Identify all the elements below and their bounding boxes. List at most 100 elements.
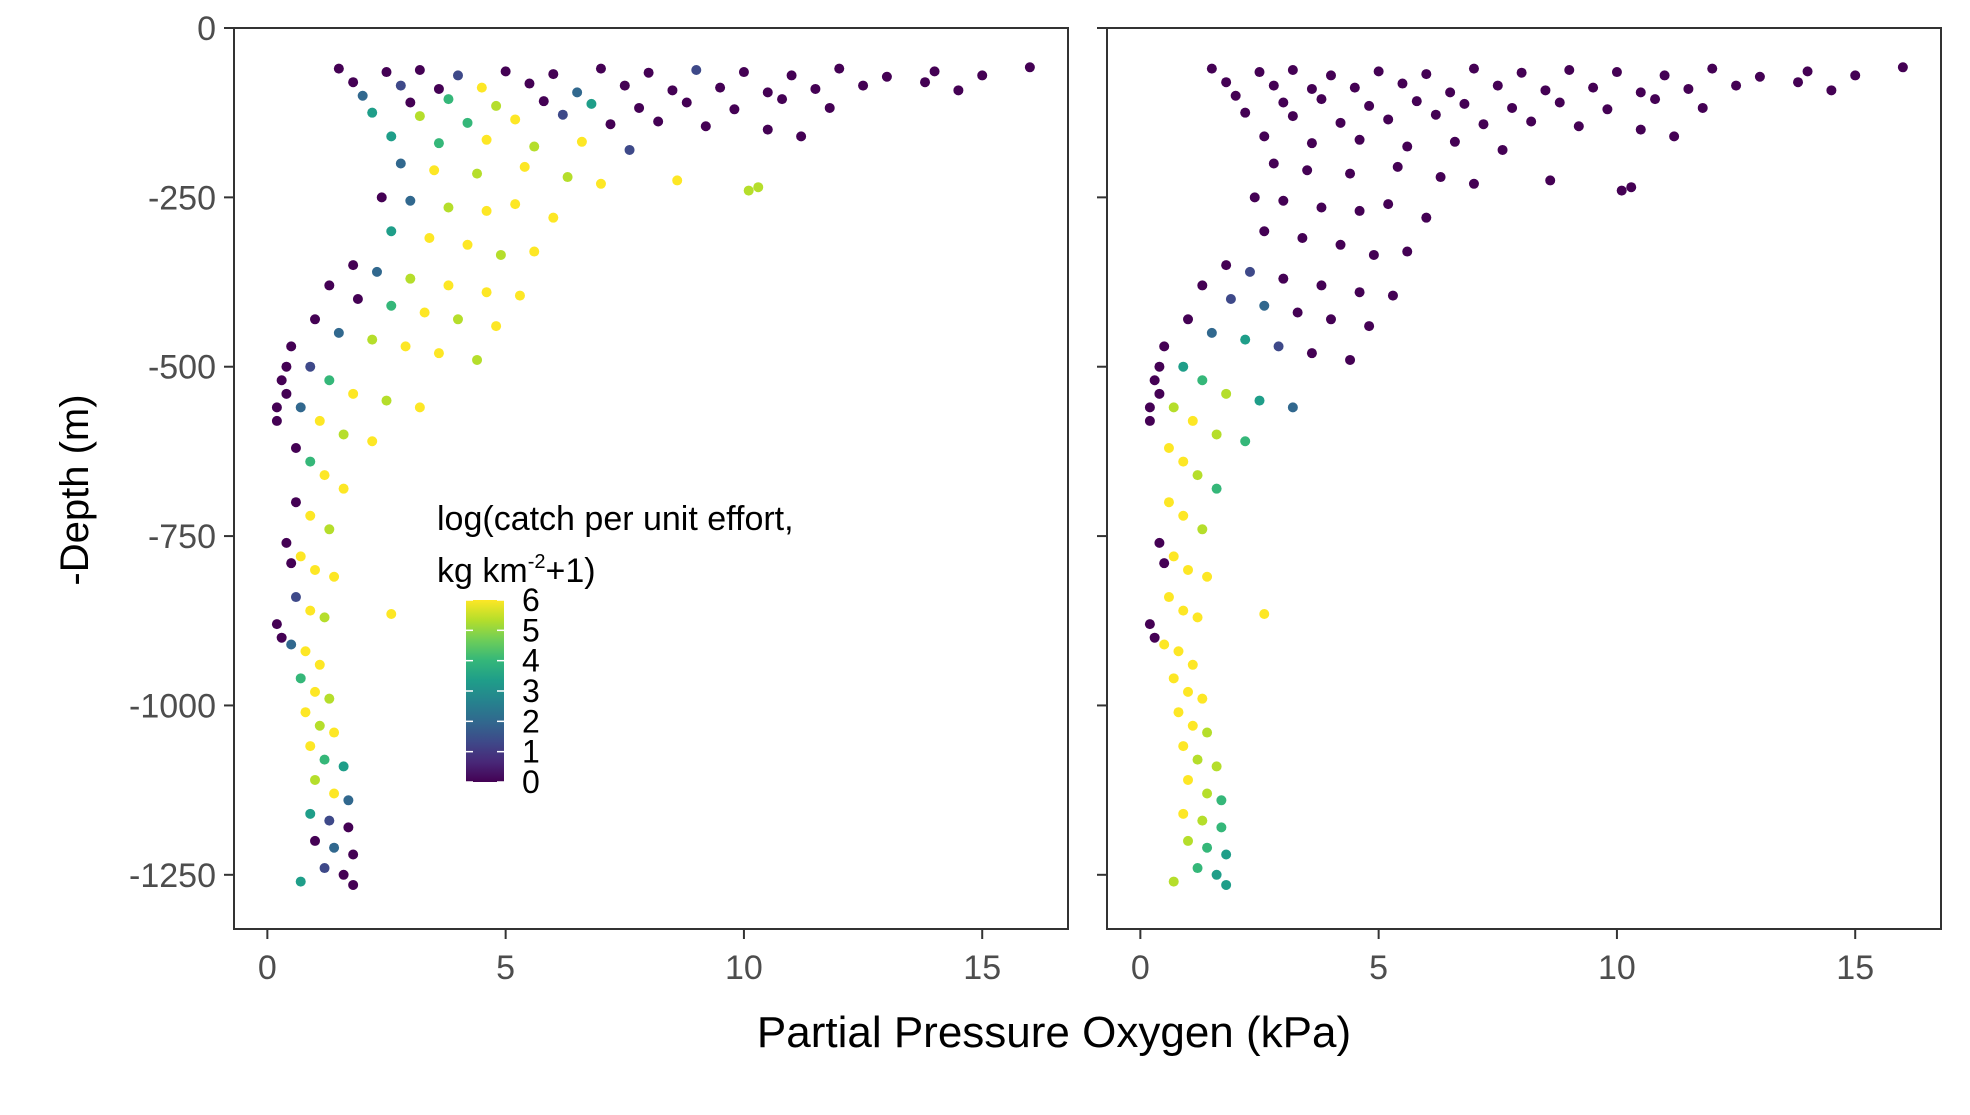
data-point	[619, 80, 630, 91]
right-plot-frame	[1106, 27, 1942, 930]
left-panel: 0-250-500-750-1000-1250 0 5 10 15 -Depth (m…	[53, 10, 1069, 987]
data-point	[338, 761, 349, 772]
data-point	[481, 205, 492, 216]
data-point	[443, 202, 454, 213]
data-point	[424, 233, 435, 244]
data-point	[538, 96, 549, 107]
data-point	[510, 199, 521, 210]
data-point	[548, 212, 559, 223]
colorbar-tick-label: 3	[522, 673, 540, 709]
data-point	[305, 741, 316, 752]
data-point	[1397, 78, 1408, 89]
data-point	[329, 788, 340, 799]
data-point	[691, 65, 702, 76]
data-point	[1173, 646, 1184, 657]
data-point	[1168, 551, 1179, 562]
data-point	[1449, 136, 1460, 147]
data-point	[1159, 639, 1170, 650]
data-point	[433, 138, 444, 149]
data-point	[319, 863, 330, 874]
data-point	[1626, 182, 1637, 193]
data-point	[1273, 341, 1284, 352]
data-point	[1259, 300, 1270, 311]
data-point	[1383, 114, 1394, 125]
data-point	[1602, 104, 1613, 115]
data-point	[1024, 62, 1035, 73]
legend-title-line2: kg km-2+1)	[437, 551, 596, 590]
data-point	[348, 849, 359, 860]
data-point	[324, 280, 335, 291]
data-point	[1173, 707, 1184, 718]
data-point	[286, 341, 297, 352]
data-point	[1183, 835, 1194, 846]
data-point	[1368, 249, 1379, 260]
data-point	[700, 121, 711, 132]
data-point	[443, 280, 454, 291]
data-point	[1154, 388, 1165, 399]
data-point	[1202, 571, 1213, 582]
right-x-axis: 0 5 10 15	[1131, 929, 1874, 987]
data-point	[1144, 402, 1155, 413]
data-point	[1197, 280, 1208, 291]
data-point	[433, 348, 444, 359]
data-point	[1202, 788, 1213, 799]
data-point	[352, 293, 363, 304]
data-point	[1468, 178, 1479, 189]
data-point	[1221, 77, 1232, 88]
x-tick-label: 10	[1598, 949, 1636, 987]
data-point	[452, 70, 463, 81]
data-point	[1206, 63, 1217, 74]
data-point	[319, 754, 330, 765]
data-point	[1240, 334, 1251, 345]
data-point	[1421, 212, 1432, 223]
legend-title-line2-sup: -2	[528, 551, 546, 573]
data-point	[1573, 121, 1584, 132]
data-point	[1468, 63, 1479, 74]
data-point	[1221, 388, 1232, 399]
data-point	[300, 707, 311, 718]
data-point	[1588, 82, 1599, 93]
data-point	[1316, 280, 1327, 291]
data-point	[1144, 415, 1155, 426]
data-point	[310, 774, 321, 785]
data-point	[1507, 102, 1518, 113]
data-point	[1178, 510, 1189, 521]
data-point	[319, 612, 330, 623]
data-point	[1669, 131, 1680, 142]
data-point	[672, 175, 683, 186]
data-point	[1683, 83, 1694, 94]
data-point	[1154, 537, 1165, 548]
left-x-axis: 0 5 10 15	[258, 929, 1001, 987]
data-point	[1345, 168, 1356, 179]
data-point	[1306, 83, 1317, 94]
data-point	[1178, 808, 1189, 819]
data-point	[1492, 80, 1503, 91]
data-point	[1650, 94, 1661, 105]
data-point	[1192, 612, 1203, 623]
data-point	[305, 510, 316, 521]
data-point	[1354, 287, 1365, 298]
data-point	[333, 327, 344, 338]
data-point	[281, 361, 292, 372]
data-point	[1211, 429, 1222, 440]
data-point	[1221, 260, 1232, 271]
data-point	[1325, 70, 1336, 81]
data-point	[1259, 226, 1270, 237]
data-point	[743, 185, 754, 196]
data-point	[1373, 66, 1384, 77]
data-point	[305, 605, 316, 616]
data-point	[681, 97, 692, 108]
data-point	[1445, 87, 1456, 98]
legend-title-line2-post: +1)	[545, 552, 595, 590]
data-point	[1240, 107, 1251, 118]
data-point	[1564, 65, 1575, 76]
data-point	[343, 795, 354, 806]
data-point	[1268, 158, 1279, 169]
data-point	[1402, 141, 1413, 152]
right-y-axis	[1097, 27, 1107, 876]
data-point	[286, 558, 297, 569]
data-point	[295, 673, 306, 684]
data-point	[405, 273, 416, 284]
data-point	[1364, 321, 1375, 332]
